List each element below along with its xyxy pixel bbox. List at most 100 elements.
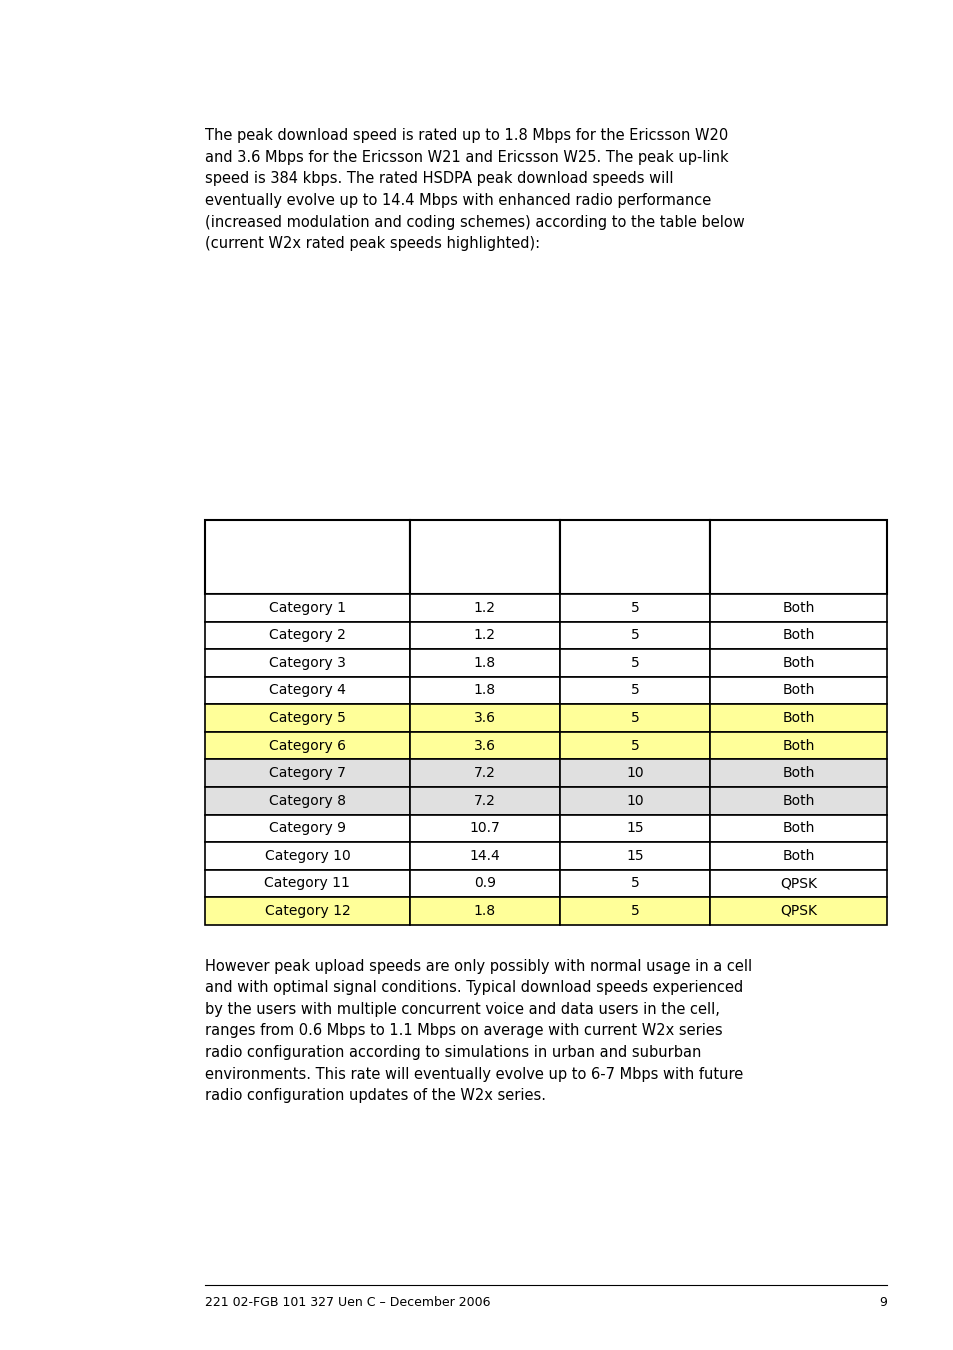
Bar <box>709 621 886 649</box>
Text: 5: 5 <box>630 711 639 725</box>
Bar <box>559 760 709 787</box>
Text: Category 8: Category 8 <box>269 794 346 807</box>
Bar <box>559 842 709 869</box>
Text: 7.2: 7.2 <box>474 794 496 807</box>
Text: 5: 5 <box>630 904 639 918</box>
Text: Category 9: Category 9 <box>269 821 346 836</box>
Text: 7.2: 7.2 <box>474 767 496 780</box>
Text: 1.8: 1.8 <box>474 683 496 698</box>
Bar <box>709 594 886 621</box>
Bar <box>409 842 559 869</box>
Text: 10: 10 <box>625 767 643 780</box>
Text: The peak download speed is rated up to 1.8 Mbps for the Ericsson W20
and 3.6 Mbp: The peak download speed is rated up to 1… <box>205 128 744 251</box>
Text: 3.6: 3.6 <box>474 738 496 752</box>
Bar <box>559 869 709 898</box>
Text: Category 2: Category 2 <box>269 628 346 643</box>
Bar <box>205 869 409 898</box>
Bar <box>709 814 886 842</box>
Bar <box>409 869 559 898</box>
Bar <box>409 732 559 760</box>
Bar <box>559 732 709 760</box>
Text: QPSK: QPSK <box>780 876 816 891</box>
Bar <box>559 676 709 705</box>
Text: Category 7: Category 7 <box>269 767 346 780</box>
Text: 1.2: 1.2 <box>474 601 496 614</box>
Text: 15: 15 <box>625 849 643 863</box>
Bar <box>409 814 559 842</box>
Text: 3.6: 3.6 <box>474 711 496 725</box>
Text: 9: 9 <box>879 1296 886 1310</box>
Text: 5: 5 <box>630 738 639 752</box>
Bar <box>709 732 886 760</box>
Text: Both: Both <box>781 683 814 698</box>
Bar <box>205 842 409 869</box>
Bar <box>205 676 409 705</box>
Bar <box>205 787 409 814</box>
Bar <box>709 869 886 898</box>
Bar <box>205 594 409 621</box>
Text: Category 4: Category 4 <box>269 683 346 698</box>
Bar <box>709 760 886 787</box>
Bar <box>205 621 409 649</box>
Bar <box>409 760 559 787</box>
Bar <box>559 520 709 594</box>
Text: 5: 5 <box>630 628 639 643</box>
Text: Both: Both <box>781 601 814 614</box>
Bar <box>205 705 409 732</box>
Text: Both: Both <box>781 738 814 752</box>
Text: 10.7: 10.7 <box>469 821 499 836</box>
Text: 15: 15 <box>625 821 643 836</box>
Bar <box>709 705 886 732</box>
Bar <box>205 814 409 842</box>
Text: Category 12: Category 12 <box>264 904 350 918</box>
Bar <box>409 676 559 705</box>
Bar <box>559 649 709 676</box>
Bar <box>559 621 709 649</box>
Bar <box>709 520 886 594</box>
Text: 1.8: 1.8 <box>474 656 496 670</box>
Bar <box>709 842 886 869</box>
Text: 221 02-FGB 101 327 Uen C – December 2006: 221 02-FGB 101 327 Uen C – December 2006 <box>205 1296 490 1310</box>
Text: 10: 10 <box>625 794 643 807</box>
Bar <box>559 594 709 621</box>
Text: Both: Both <box>781 656 814 670</box>
Bar <box>559 705 709 732</box>
Bar <box>205 520 409 594</box>
Text: 5: 5 <box>630 876 639 891</box>
Bar <box>559 814 709 842</box>
Bar <box>205 649 409 676</box>
Bar <box>559 787 709 814</box>
Bar <box>409 520 559 594</box>
Bar <box>205 898 409 925</box>
Text: Category 10: Category 10 <box>264 849 350 863</box>
Bar <box>205 760 409 787</box>
Text: QPSK: QPSK <box>780 904 816 918</box>
Bar <box>409 621 559 649</box>
Text: Category 3: Category 3 <box>269 656 346 670</box>
Text: 1.8: 1.8 <box>474 904 496 918</box>
Text: Category 5: Category 5 <box>269 711 346 725</box>
Bar <box>409 649 559 676</box>
Text: 5: 5 <box>630 656 639 670</box>
Text: Both: Both <box>781 711 814 725</box>
Bar <box>409 705 559 732</box>
Bar <box>709 898 886 925</box>
Text: However peak upload speeds are only possibly with normal usage in a cell
and wit: However peak upload speeds are only poss… <box>205 958 752 1103</box>
Text: Both: Both <box>781 767 814 780</box>
Text: Category 11: Category 11 <box>264 876 350 891</box>
Text: 5: 5 <box>630 683 639 698</box>
Text: Category 1: Category 1 <box>269 601 346 614</box>
Text: 5: 5 <box>630 601 639 614</box>
Text: 0.9: 0.9 <box>474 876 496 891</box>
Text: Both: Both <box>781 821 814 836</box>
Text: Both: Both <box>781 628 814 643</box>
Bar <box>205 732 409 760</box>
Bar <box>409 898 559 925</box>
Text: 1.2: 1.2 <box>474 628 496 643</box>
Text: 14.4: 14.4 <box>469 849 499 863</box>
Text: Category 6: Category 6 <box>269 738 346 752</box>
Bar <box>409 594 559 621</box>
Bar <box>709 649 886 676</box>
Bar <box>709 676 886 705</box>
Text: Both: Both <box>781 849 814 863</box>
